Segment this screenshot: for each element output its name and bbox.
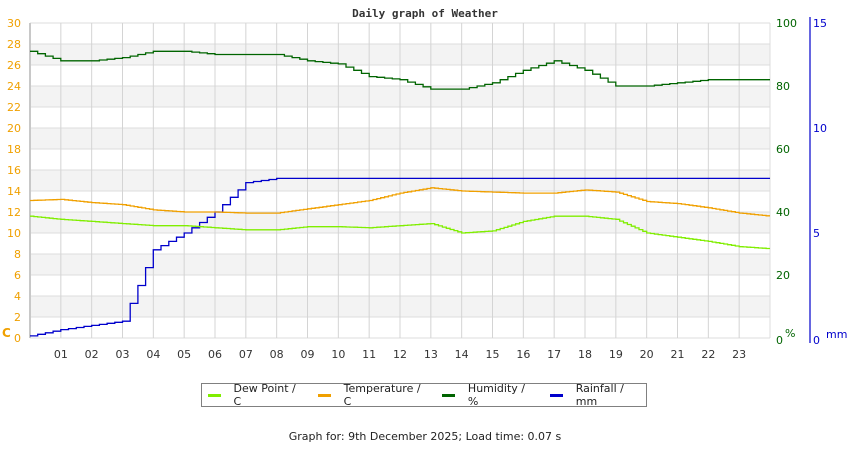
svg-text:6: 6 bbox=[14, 269, 21, 282]
svg-text:4: 4 bbox=[14, 290, 21, 303]
svg-text:0: 0 bbox=[813, 334, 820, 347]
temperature-swatch-icon bbox=[318, 393, 331, 397]
rainfall-line bbox=[30, 177, 770, 337]
svg-text:30: 30 bbox=[7, 17, 21, 30]
svg-text:20: 20 bbox=[7, 122, 21, 135]
humidity-axis-unit: % bbox=[785, 327, 795, 340]
legend-item-temperature: Temperature / C bbox=[318, 382, 428, 408]
svg-text:28: 28 bbox=[7, 38, 21, 51]
svg-text:10: 10 bbox=[813, 122, 827, 135]
svg-text:12: 12 bbox=[7, 206, 21, 219]
svg-text:16: 16 bbox=[516, 348, 530, 361]
chart-legend: Dew Point / C Temperature / C Humidity /… bbox=[201, 382, 647, 408]
graph-footer: Graph for: 9th December 2025; Load time:… bbox=[288, 430, 562, 443]
humidity-swatch-icon bbox=[442, 393, 455, 397]
legend-label: Temperature / C bbox=[343, 382, 421, 408]
series-lines bbox=[30, 50, 770, 337]
svg-text:04: 04 bbox=[146, 348, 160, 361]
svg-text:19: 19 bbox=[609, 348, 623, 361]
svg-text:02: 02 bbox=[85, 348, 99, 361]
svg-text:07: 07 bbox=[239, 348, 253, 361]
dew-point-swatch-icon bbox=[208, 393, 221, 397]
svg-text:18: 18 bbox=[7, 143, 21, 156]
svg-text:15: 15 bbox=[813, 17, 827, 30]
svg-text:60: 60 bbox=[776, 143, 790, 156]
svg-text:09: 09 bbox=[301, 348, 315, 361]
svg-text:01: 01 bbox=[54, 348, 68, 361]
svg-text:10: 10 bbox=[331, 348, 345, 361]
humidity-line bbox=[30, 50, 770, 90]
svg-text:80: 80 bbox=[776, 80, 790, 93]
svg-text:24: 24 bbox=[7, 80, 21, 93]
svg-text:15: 15 bbox=[486, 348, 500, 361]
svg-text:12: 12 bbox=[393, 348, 407, 361]
svg-text:14: 14 bbox=[455, 348, 469, 361]
legend-item-humidity: Humidity / % bbox=[442, 382, 536, 408]
svg-text:20: 20 bbox=[776, 269, 790, 282]
rainfall-swatch-icon bbox=[550, 393, 563, 397]
svg-text:5: 5 bbox=[813, 227, 820, 240]
svg-text:11: 11 bbox=[362, 348, 376, 361]
svg-text:13: 13 bbox=[424, 348, 438, 361]
rainfall-axis-ticks: 0 5 10 15 bbox=[809, 17, 827, 347]
svg-text:22: 22 bbox=[7, 101, 21, 114]
temperature-line bbox=[30, 187, 770, 217]
svg-text:03: 03 bbox=[116, 348, 130, 361]
hour-axis-ticks: 01 02 03 04 05 06 07 08 09 10 11 12 13 14 15 16 17 18 19 20… bbox=[54, 348, 746, 361]
svg-text:10: 10 bbox=[7, 227, 21, 240]
temperature-axis-unit: C bbox=[2, 326, 11, 340]
svg-text:40: 40 bbox=[776, 206, 790, 219]
svg-text:17: 17 bbox=[547, 348, 561, 361]
svg-text:23: 23 bbox=[732, 348, 746, 361]
svg-text:05: 05 bbox=[177, 348, 191, 361]
legend-label: Humidity / % bbox=[467, 382, 526, 408]
svg-text:2: 2 bbox=[14, 311, 21, 324]
svg-text:0: 0 bbox=[14, 332, 21, 345]
svg-text:21: 21 bbox=[671, 348, 685, 361]
svg-text:18: 18 bbox=[578, 348, 592, 361]
svg-text:8: 8 bbox=[14, 248, 21, 261]
rainfall-axis-unit: mm bbox=[826, 328, 847, 341]
svg-text:100: 100 bbox=[776, 17, 797, 30]
dew-point-line bbox=[30, 215, 770, 250]
svg-text:20: 20 bbox=[640, 348, 654, 361]
chart-title: Daily graph of Weather bbox=[352, 7, 498, 20]
svg-text:0: 0 bbox=[776, 334, 783, 347]
svg-text:22: 22 bbox=[701, 348, 715, 361]
legend-label: Dew Point / C bbox=[233, 382, 296, 408]
svg-text:16: 16 bbox=[7, 164, 21, 177]
svg-text:26: 26 bbox=[7, 59, 21, 72]
legend-label: Rainfall / mm bbox=[575, 382, 624, 408]
legend-item-rainfall: Rainfall / mm bbox=[550, 382, 646, 408]
humidity-axis-ticks: 0 20 40 60 80 100 bbox=[776, 17, 797, 347]
legend-item-dew-point: Dew Point / C bbox=[208, 382, 304, 408]
svg-text:08: 08 bbox=[270, 348, 284, 361]
svg-text:14: 14 bbox=[7, 185, 21, 198]
svg-text:06: 06 bbox=[208, 348, 222, 361]
